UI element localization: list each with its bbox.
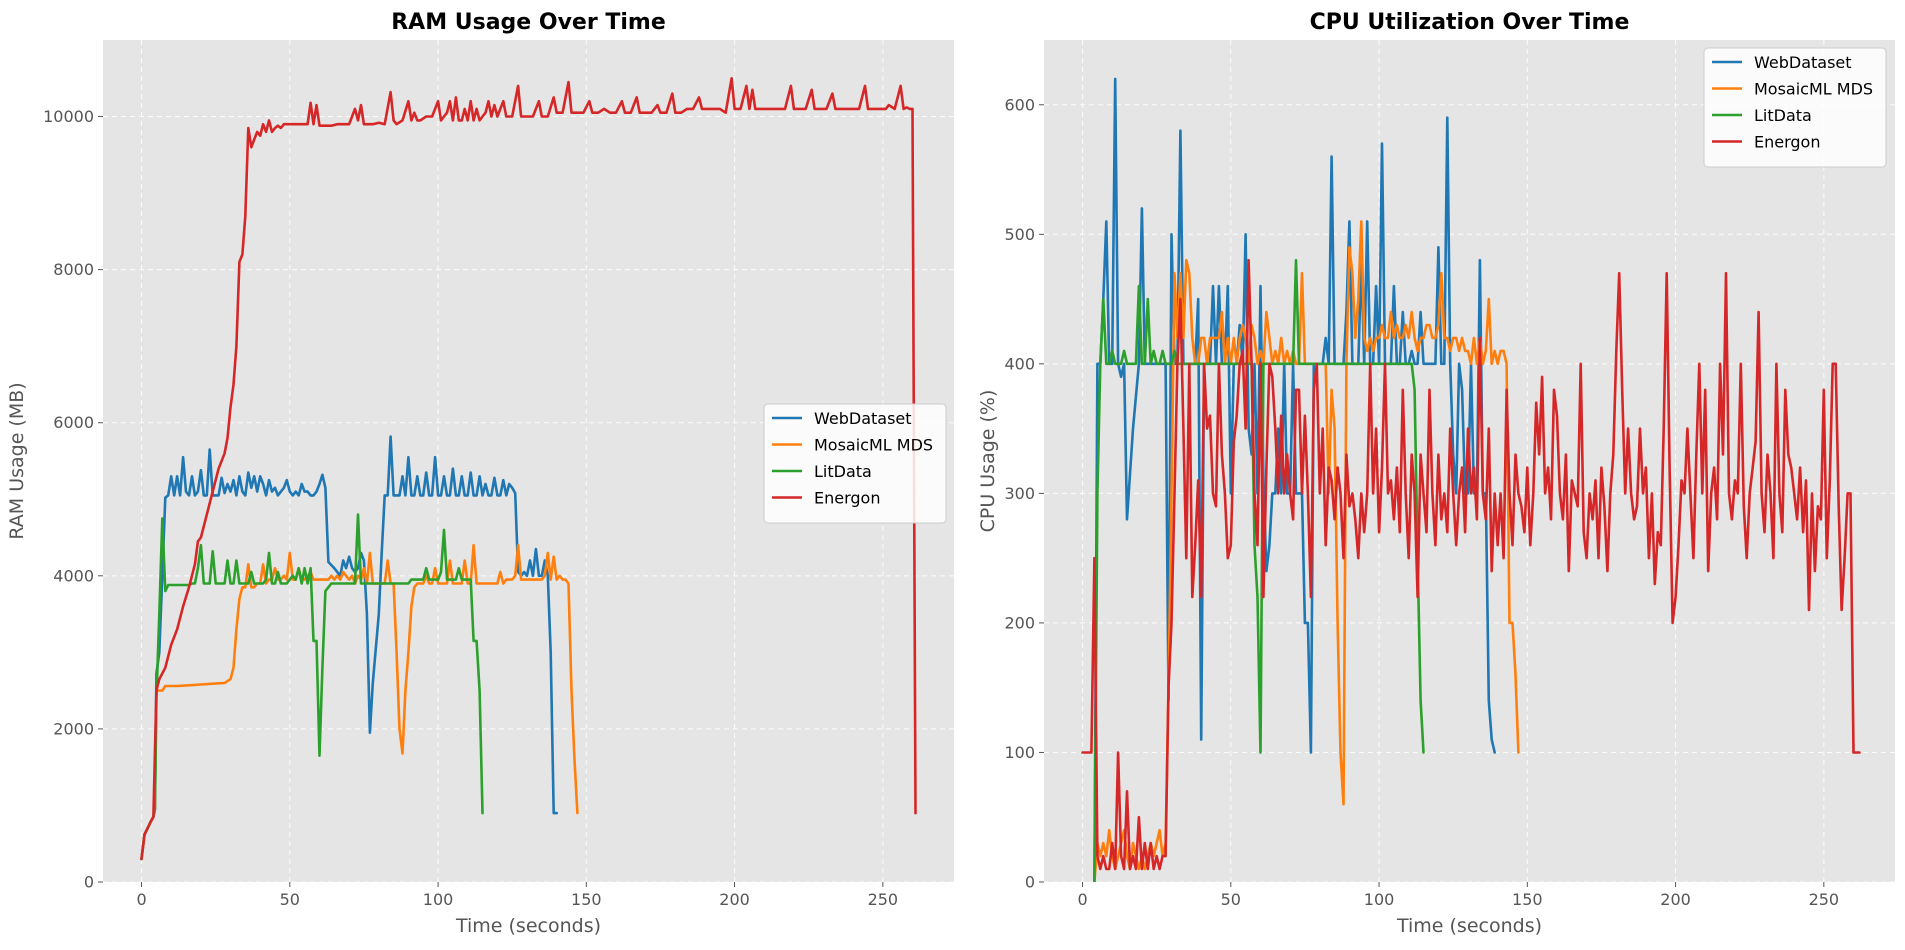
y-tick-label: 4000 — [53, 566, 94, 585]
y-tick-label: 0 — [84, 873, 94, 892]
legend-label-energon: Energon — [1754, 133, 1820, 152]
x-tick-label: 250 — [868, 890, 899, 909]
x-tick-label: 100 — [423, 890, 454, 909]
x-tick-label: 0 — [136, 890, 146, 909]
x-tick-label: 200 — [1660, 890, 1691, 909]
x-tick-label: 50 — [280, 890, 300, 909]
series-line-litdata — [140, 513, 484, 861]
legend-label-mosaicml-mds: MosaicML MDS — [814, 436, 933, 455]
series-line-webdataset — [1093, 77, 1496, 882]
y-tick-label: 600 — [1004, 95, 1035, 114]
y-axis-label: RAM Usage (MB) — [6, 382, 28, 539]
x-tick-label: 250 — [1809, 890, 1840, 909]
legend: WebDataset MosaicML MDS LitData Energon — [763, 403, 947, 524]
series-line-energon — [140, 77, 917, 861]
series-line-litdata — [1093, 258, 1425, 882]
ram-usage-chart: 0 50 100 150 200 250 0 2000 4000 6000 8000 10000 RAM… — [6, 10, 954, 937]
chart-title: RAM Usage Over Time — [391, 10, 666, 35]
y-tick-label: 2000 — [53, 719, 94, 738]
series-lines — [1081, 77, 1861, 882]
y-tick-label: 6000 — [53, 413, 94, 432]
legend-box — [1703, 47, 1887, 168]
x-axis-label: Time (seconds) — [455, 915, 601, 937]
x-tick-label: 200 — [719, 890, 750, 909]
legend-label-webdataset: WebDataset — [1754, 53, 1852, 72]
legend: WebDataset MosaicML MDS LitData Energon — [1703, 47, 1887, 168]
y-tick-label: 500 — [1004, 225, 1035, 244]
chart-title: CPU Utilization Over Time — [1310, 10, 1630, 35]
legend-box — [763, 403, 947, 524]
y-tick-label: 300 — [1004, 484, 1035, 503]
cpu-utilization-chart: 0 50 100 150 200 250 0 100 200 300 400 500 600 CPU Ut… — [977, 10, 1895, 937]
x-tick-label: 150 — [571, 890, 602, 909]
legend-label-litdata: LitData — [814, 462, 872, 481]
grid — [1044, 40, 1895, 883]
y-tick-label: 8000 — [53, 260, 94, 279]
x-axis-label: Time (seconds) — [1396, 915, 1542, 937]
x-tick-label: 150 — [1512, 890, 1543, 909]
legend-label-mosaicml-mds: MosaicML MDS — [1754, 80, 1873, 99]
legend-label-energon: Energon — [814, 489, 880, 508]
legend-label-litdata: LitData — [1754, 106, 1812, 125]
y-tick-label: 200 — [1004, 613, 1035, 632]
y-tick-label: 100 — [1004, 743, 1035, 762]
legend-label-webdataset: WebDataset — [814, 409, 912, 428]
x-tick-label: 0 — [1077, 890, 1087, 909]
x-tick-label: 100 — [1364, 890, 1395, 909]
x-tick-label: 50 — [1221, 890, 1241, 909]
series-line-energon — [1081, 258, 1861, 871]
y-tick-label: 400 — [1004, 354, 1035, 373]
y-tick-label: 0 — [1025, 873, 1035, 892]
y-tick-label: 10000 — [43, 107, 94, 126]
series-line-webdataset — [140, 435, 558, 861]
series-lines — [140, 77, 917, 861]
y-axis-label: CPU Usage (%) — [977, 390, 999, 533]
